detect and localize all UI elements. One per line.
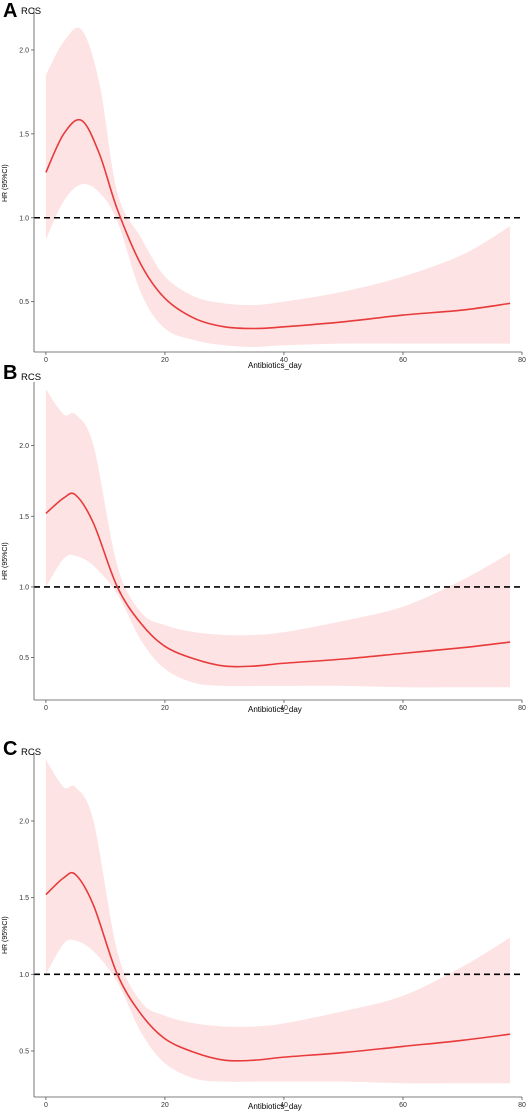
y-tick-label-a: 0.5 [19,299,29,306]
x-tick-label-c: 0 [44,1102,48,1109]
panel-title-c: RCS [21,747,42,758]
y-axis-label-a: HR (95%CI) [2,164,9,202]
y-tick-label-a: 1.0 [19,215,29,222]
x-tick-label-a: 20 [161,357,169,364]
x-tick-label-a: 40 [280,357,288,364]
y-tick-label-b: 1.0 [19,584,29,591]
y-tick-label-a: 2.0 [19,47,29,54]
y-tick-label-b: 2.0 [19,443,29,450]
hr-curve-a [45,118,511,330]
hr-curve-c [45,871,511,1062]
x-tick-label-b: 60 [399,705,407,712]
panel-letter-c: C [3,738,18,760]
y-axis-label-c: HR (95%CI) [2,916,9,954]
x-tick-label-c: 20 [161,1102,169,1109]
x-tick-label-a: 60 [399,357,407,364]
hr-curve-b [45,492,511,668]
y-tick-label-c: 1.0 [19,972,29,979]
rcs-panel-a: A RCS HR (95%CI) 0.5 1.0 1.5 2.0 0 20 40 60 80 A… [0,0,526,372]
x-tick-label-b: 80 [518,705,526,712]
panel-letter-a: A [3,0,18,22]
x-tick-label-c: 40 [280,1102,288,1109]
x-tick-label-a: 80 [518,357,526,364]
y-axis-label-b: HR (95%CI) [2,542,9,580]
x-tick-label-b: 40 [280,705,288,712]
panel-letter-b: B [3,362,18,384]
confidence-band-b [45,389,511,688]
x-tick-label-c: 80 [518,1102,526,1109]
y-tick-label-b: 1.5 [19,514,29,521]
panel-title-a: RCS [21,6,42,17]
y-tick-label-b: 0.5 [19,655,29,662]
y-tick-label-a: 1.5 [19,131,29,138]
y-tick-label-c: 0.5 [19,1049,29,1056]
x-tick-label-c: 60 [399,1102,407,1109]
rcs-chart-b: 0.5 1.0 1.5 2.0 0 20 40 60 80 [19,382,526,712]
y-tick-label-c: 1.5 [19,895,29,902]
rcs-chart-c: 0.5 1.0 1.5 2.0 0 20 40 60 80 [19,752,526,1109]
rcs-chart-a: 0.5 1.0 1.5 2.0 0 20 40 60 80 [19,8,526,364]
x-tick-label-b: 0 [44,705,48,712]
panel-title-b: RCS [21,372,42,383]
y-tick-label-c: 2.0 [19,819,29,826]
x-axis-label-b: Antibiotics_day [248,705,302,714]
confidence-band-c [45,759,511,1084]
x-axis-label-c: Antibiotics_day [248,1102,302,1111]
rcs-panel-b: B RCS HR (95%CI) 0.5 1.0 1.5 2.0 0 20 40 60 80 A… [0,362,526,744]
x-axis-label-a: Antibiotics_day [248,361,302,370]
x-tick-label-b: 20 [161,705,169,712]
x-tick-label-a: 0 [44,357,48,364]
rcs-panel-c: C RCS HR (95%CI) 0.5 1.0 1.5 2.0 0 20 40 60 80 A… [0,738,526,1117]
confidence-band-a [45,27,511,347]
